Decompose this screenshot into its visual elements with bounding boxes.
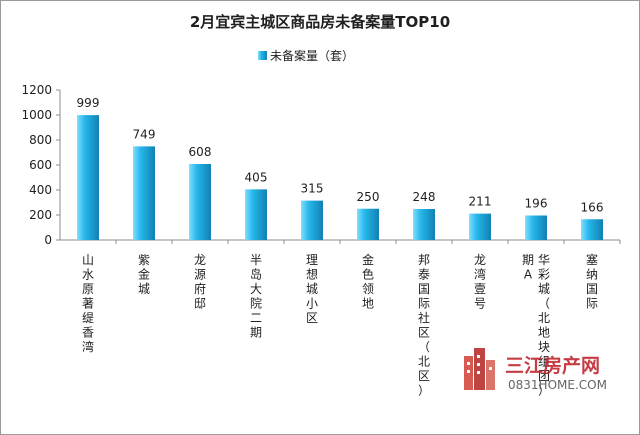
data-label: 250: [357, 190, 380, 204]
bar: [133, 146, 155, 240]
data-label: 999: [77, 96, 100, 110]
y-tick-label: 1000: [21, 108, 52, 122]
category-label: 山水原著缇香湾: [82, 253, 94, 354]
category-label: 理想城小区: [306, 253, 318, 325]
y-axis-ticks: 0 200 400 600 800 1000 1200: [21, 83, 60, 247]
data-label: 315: [301, 182, 324, 196]
bar: [469, 213, 491, 240]
data-label: 749: [133, 127, 156, 141]
data-label: 196: [525, 197, 548, 211]
bar: [189, 164, 211, 240]
watermark-name: 三江房产网: [505, 354, 600, 377]
category-label: 金色领地: [362, 252, 374, 311]
bar: [301, 200, 323, 240]
category-label: 华彩城（北地块组团）期 A: [522, 253, 550, 398]
category-label: 紫金城: [138, 253, 150, 296]
bar: [357, 208, 379, 240]
y-tick-label: 800: [29, 133, 52, 147]
bars: [77, 115, 621, 244]
watermark-url: 0831HOME.COM: [508, 378, 607, 392]
building-logo-icon: [464, 348, 495, 390]
y-tick-label: 0: [44, 233, 52, 247]
data-label: 211: [469, 195, 492, 209]
bar: [525, 215, 547, 240]
watermark: 三江房产网 0831HOME.COM: [464, 348, 607, 392]
y-tick-label: 400: [29, 183, 52, 197]
category-label: 龙源府邸: [194, 253, 206, 311]
bar: [77, 115, 99, 240]
y-tick-label: 200: [29, 208, 52, 222]
bar: [245, 189, 267, 240]
category-label: 邦泰国际社区（北区）: [418, 253, 430, 398]
chart-title: 2月宜宾主城区商品房未备案量TOP10: [190, 13, 450, 31]
legend: 未备案量（套）: [258, 48, 354, 63]
legend-label: 未备案量（套）: [270, 48, 354, 63]
data-label: 166: [581, 200, 604, 214]
data-labels: 999 749 608 405 315 250 248 211 196 166: [77, 96, 604, 214]
bar: [413, 209, 435, 240]
legend-swatch: [258, 51, 267, 60]
category-label: 塞纳国际: [586, 252, 598, 311]
y-tick-label: 1200: [21, 83, 52, 97]
category-label: 半岛大院二期: [250, 253, 262, 340]
bar: [581, 219, 603, 240]
y-tick-label: 600: [29, 158, 52, 172]
category-labels: 山水原著缇香湾 紫金城 龙源府邸 半岛大院二期 理想城小区 金色领地 邦泰国际社区（北区） 龙…: [82, 252, 598, 398]
data-label: 405: [245, 170, 268, 184]
category-label: 龙湾壹号: [474, 253, 486, 311]
data-label: 608: [189, 145, 212, 159]
data-label: 248: [413, 190, 436, 204]
